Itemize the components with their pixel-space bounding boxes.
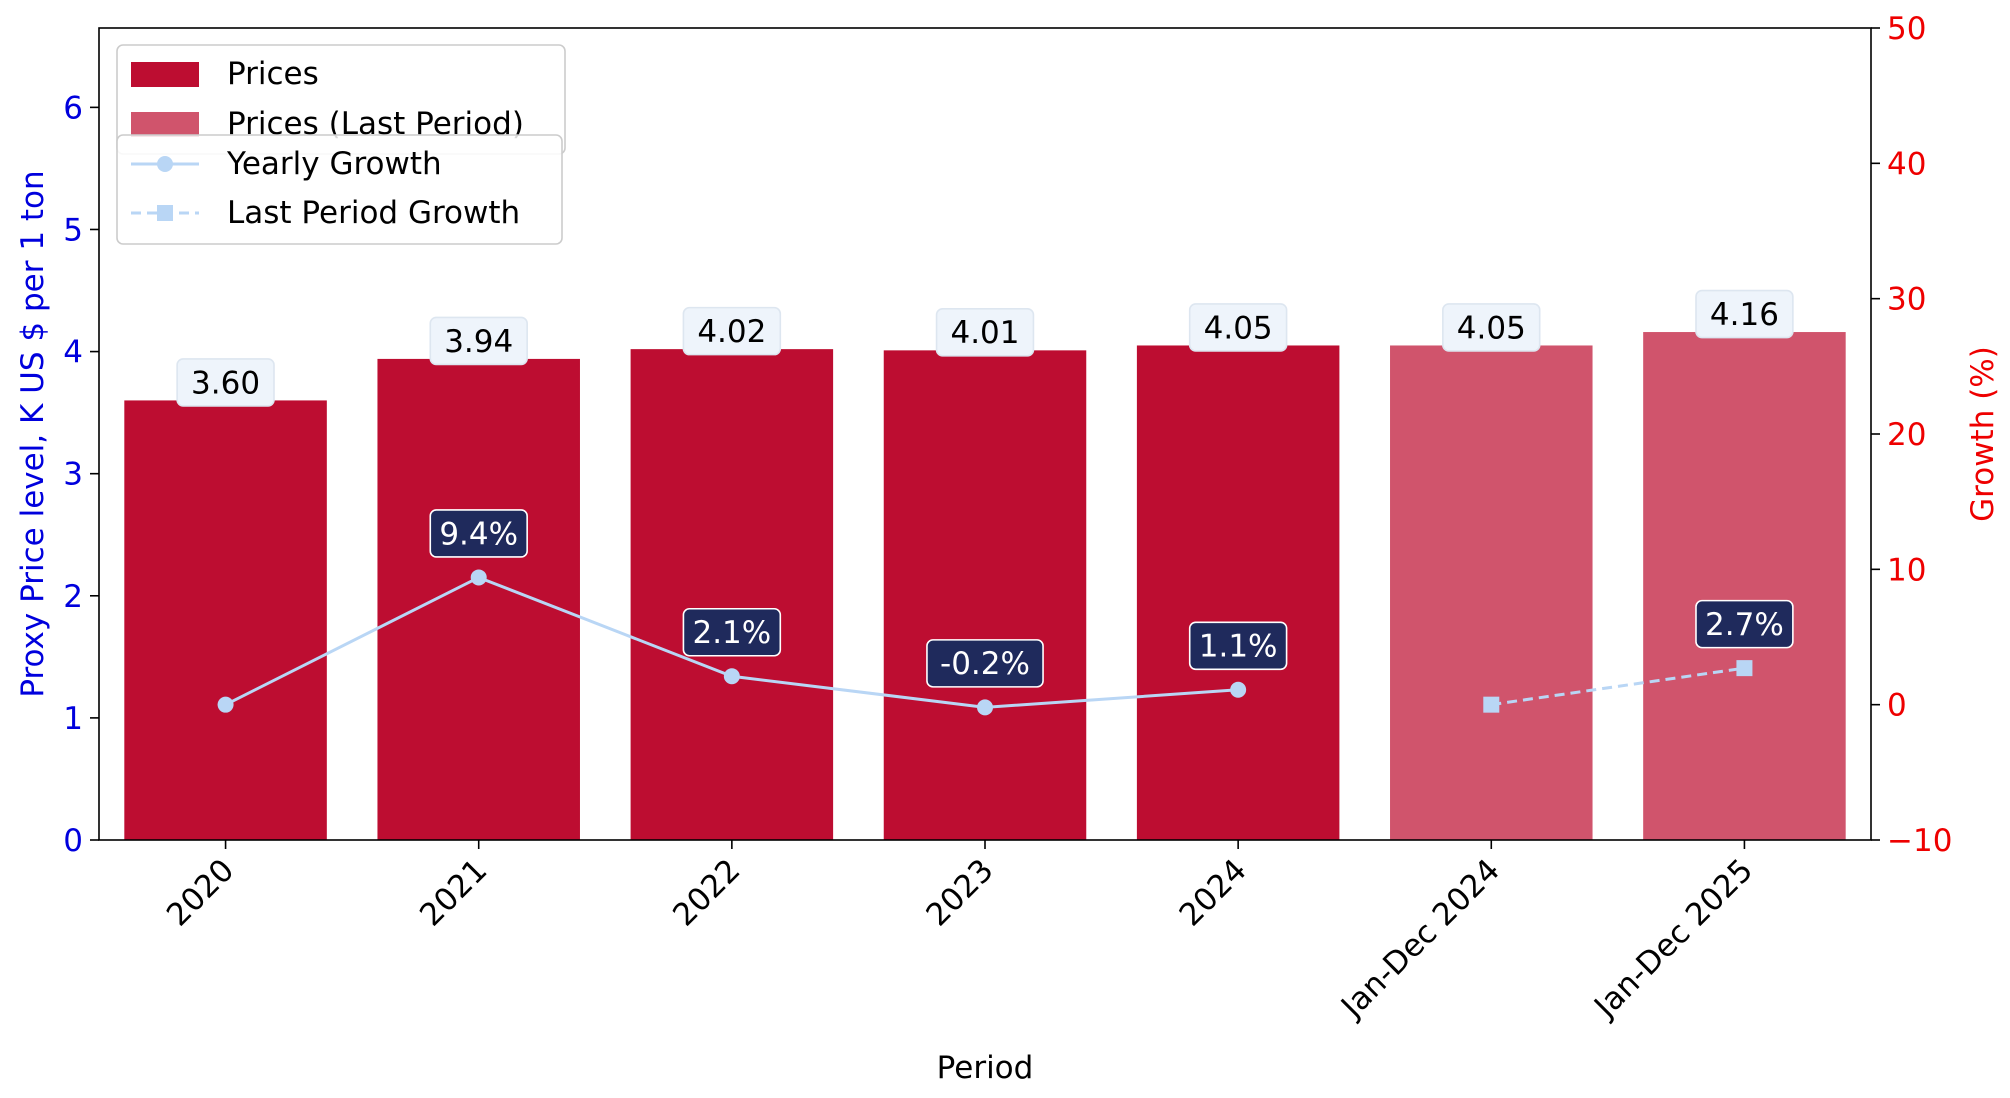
data-label-prices-2022-box xyxy=(682,306,782,356)
point-yearly-growth-2024 xyxy=(1230,681,1247,698)
left-tick-label: 4 xyxy=(63,335,83,371)
data-label-prices-2022-text: 4.02 xyxy=(697,314,766,350)
right-tick-label: 10 xyxy=(1887,552,1926,588)
x-tick-label: 2020 xyxy=(160,852,241,933)
bars-layer xyxy=(124,332,1846,840)
x-axis: 2020 2021 2022 2023 2024 Jan-Dec 2024 Jan-Dec … xyxy=(160,840,1760,1026)
data-label-yearly-growth-2023-box xyxy=(926,639,1044,688)
x-tick-label: 2021 xyxy=(413,852,494,933)
legend-frame xyxy=(116,134,563,245)
data-label-prices-last-period-jan-dec-2025-box xyxy=(1695,289,1794,339)
legend-swatch-prices xyxy=(131,62,199,87)
legend-label-prices: Prices xyxy=(227,56,319,92)
data-label-prices-2024-box xyxy=(1188,303,1288,352)
data-label-yearly-growth-2023-text: -0.2% xyxy=(940,646,1030,682)
data-label-prices-2023-text: 4.01 xyxy=(950,315,1019,351)
data-label-prices-2024-text: 4.05 xyxy=(1204,310,1273,346)
legend-swatch-prices-last-period xyxy=(131,112,199,137)
right-tick-label: 20 xyxy=(1887,417,1926,453)
bar-prices-2023 xyxy=(883,350,1087,840)
data-label-yearly-growth-2022-box xyxy=(682,607,782,657)
point-last-period-growth-jan-dec-2024 xyxy=(1483,696,1500,713)
data-label-prices-last-period-jan-dec-2024-text: 4.05 xyxy=(1457,310,1526,346)
data-label-prices-2021-box xyxy=(429,316,528,366)
left-axis-title: Proxy Price level, K US $ per 1 ton xyxy=(15,170,51,697)
x-tick-label: 2023 xyxy=(919,852,1000,933)
left-tick-label: 2 xyxy=(63,579,83,615)
legend-label-last-period-growth: Last Period Growth xyxy=(227,195,520,231)
point-yearly-growth-2020 xyxy=(217,696,234,713)
right-tick-label: 30 xyxy=(1887,282,1926,318)
data-label-last-period-growth-jan-dec-2025-text: 2.7% xyxy=(1705,607,1784,643)
data-label-last-period-growth-jan-dec-2025-box xyxy=(1695,599,1794,649)
data-label-prices-2021-text: 3.94 xyxy=(444,324,513,360)
data-label-prices-last-period-jan-dec-2024-box xyxy=(1442,303,1541,352)
data-label-prices-last-period-jan-dec-2025-text: 4.16 xyxy=(1710,297,1779,333)
data-label-yearly-growth-2022-text: 2.1% xyxy=(692,615,771,651)
x-tick-label: 2024 xyxy=(1173,852,1254,933)
data-label-yearly-growth-2024: 1.1% xyxy=(1188,621,1288,671)
data-label-prices-2023-box xyxy=(935,308,1035,357)
left-tick-label: 5 xyxy=(63,212,83,248)
data-label-yearly-growth-2021-text: 9.4% xyxy=(439,516,518,552)
data-label-yearly-growth-2023: -0.2% xyxy=(926,639,1044,688)
data-label-prices-2020-text: 3.60 xyxy=(191,365,260,401)
line-last-period-growth xyxy=(1491,666,1745,707)
right-axis-title: Growth (%) xyxy=(1965,346,2001,522)
left-axis: 0 1 2 3 4 5 6 xyxy=(63,90,99,859)
right-axis: −10 0 10 20 30 40 50 xyxy=(1871,11,1952,859)
data-label-prices-2020: 3.60 xyxy=(176,358,275,407)
data-label-last-period-growth-jan-dec-2025: 2.7% xyxy=(1695,599,1794,649)
left-tick-label: 3 xyxy=(63,457,83,493)
bar-prices-last-period-jan-dec-2024 xyxy=(1390,345,1593,840)
bar-prices-2021 xyxy=(377,358,580,840)
bar-prices-last-period-jan-dec-2025 xyxy=(1643,332,1846,840)
legend-marker-last-period-growth xyxy=(157,205,173,221)
point-yearly-growth-2023 xyxy=(977,699,993,716)
bar-prices-2020 xyxy=(124,400,327,840)
data-label-prices-2022: 4.02 xyxy=(682,306,782,356)
point-last-period-growth-jan-dec-2025 xyxy=(1736,660,1753,677)
data-label-yearly-growth-2024-box xyxy=(1188,621,1288,671)
data-label-prices-2024: 4.05 xyxy=(1188,303,1288,352)
x-tick-label: Jan-Dec 2024 xyxy=(1333,852,1507,1026)
labels-layer: 3.60 3.94 4.02 4.01 4.05 4.05 4.16 9.4% 2.1% -0.2… xyxy=(176,289,1794,688)
data-label-yearly-growth-2024-text: 1.1% xyxy=(1199,629,1278,665)
x-axis-title: Period xyxy=(937,1050,1034,1086)
data-label-prices-2021: 3.94 xyxy=(429,316,528,366)
data-label-yearly-growth-2022: 2.1% xyxy=(682,607,782,657)
right-tick-label: 0 xyxy=(1887,688,1907,724)
x-tick-label: 2022 xyxy=(666,852,747,933)
right-tick-label: 40 xyxy=(1887,146,1926,182)
left-tick-label: 0 xyxy=(63,823,83,859)
legend-lines: Yearly Growth Last Period Growth xyxy=(116,134,563,245)
legend-marker-yearly-growth xyxy=(157,156,173,172)
data-label-prices-last-period-jan-dec-2024: 4.05 xyxy=(1442,303,1541,352)
bar-prices-2024 xyxy=(1136,345,1340,840)
lines-layer xyxy=(217,569,1753,716)
point-yearly-growth-2022 xyxy=(723,668,740,685)
data-label-prices-last-period-jan-dec-2025: 4.16 xyxy=(1695,289,1794,339)
data-label-yearly-growth-2021-box xyxy=(429,509,528,558)
data-label-prices-2023: 4.01 xyxy=(935,308,1035,357)
point-yearly-growth-2021 xyxy=(470,569,487,586)
x-tick-label: Jan-Dec 2025 xyxy=(1586,852,1760,1026)
right-tick-label: −10 xyxy=(1887,823,1952,859)
left-tick-label: 6 xyxy=(63,90,83,126)
legend-label-yearly-growth: Yearly Growth xyxy=(226,146,442,182)
left-tick-label: 1 xyxy=(63,701,83,737)
data-label-yearly-growth-2021: 9.4% xyxy=(429,509,528,558)
bar-prices-2022 xyxy=(630,349,834,840)
data-label-prices-2020-box xyxy=(176,358,275,407)
right-tick-label: 50 xyxy=(1887,11,1926,47)
